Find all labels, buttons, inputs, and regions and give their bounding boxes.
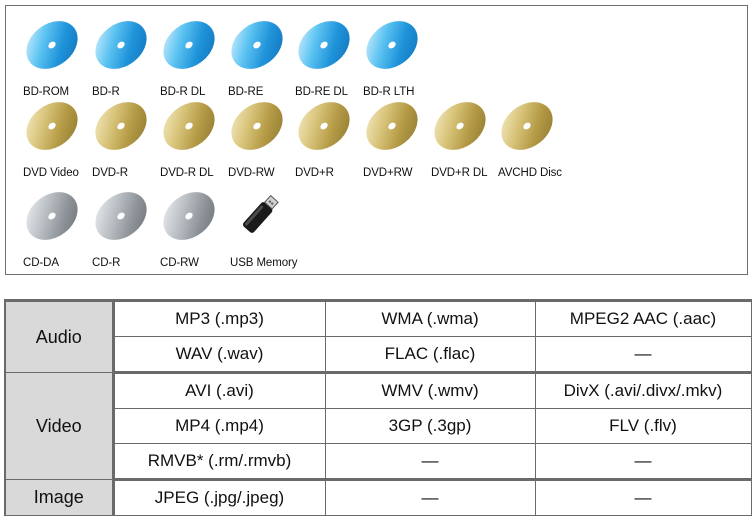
media-bd-rom: BD-ROM <box>23 16 87 98</box>
format-cell: FLAC (.flac) <box>324 336 536 374</box>
usb-stick-icon <box>242 194 279 233</box>
media-label: BD-R DL <box>160 86 206 98</box>
format-cell: WAV (.wav) <box>112 336 326 374</box>
table-row: WAV (.wav) FLAC (.flac) — <box>5 336 752 374</box>
bluray-disc-icon <box>163 21 215 69</box>
dvd-disc-icon <box>95 102 147 150</box>
file-format-table: Audio MP3 (.mp3) WMA (.wma) MPEG2 AAC (.… <box>4 299 752 516</box>
cd-disc-icon <box>95 192 147 240</box>
format-cell: AVI (.avi) <box>112 372 326 409</box>
format-cell: — <box>324 443 536 481</box>
table-row: RMVB* (.rm/.rmvb) — — <box>5 443 752 481</box>
format-cell: WMV (.wmv) <box>324 372 536 409</box>
format-cell: MPEG2 AAC (.aac) <box>534 299 752 337</box>
media-cd-rw: CD-RW <box>160 187 224 269</box>
media-bd-r-dl: BD-R DL <box>160 16 224 98</box>
media-label: BD-ROM <box>23 86 70 98</box>
bluray-disc-icon <box>95 21 147 69</box>
media-label: DVD+R <box>295 167 334 179</box>
bluray-disc-icon <box>26 21 78 69</box>
dvd-disc-icon <box>366 102 418 150</box>
media-dvd-plus-r-dl: DVD+R DL <box>431 97 495 179</box>
media-dvd-r-dl: DVD-R DL <box>160 97 224 179</box>
table-row: Video AVI (.avi) WMV (.wmv) DivX (.avi/.… <box>4 372 752 480</box>
media-dvd-r: DVD-R <box>92 97 156 179</box>
format-cell: — <box>534 336 752 374</box>
media-avchd-disc: AVCHD Disc <box>498 97 562 179</box>
dvd-disc-icon <box>298 102 350 150</box>
media-label: DVD-RW <box>228 167 275 179</box>
media-usb-memory: USB Memory <box>230 187 310 269</box>
media-bd-r: BD-R <box>92 16 156 98</box>
media-cd-r: CD-R <box>92 187 156 269</box>
format-cell: — <box>534 479 752 516</box>
media-label: CD-R <box>92 257 121 269</box>
supported-media-panel: BD-ROM BD-R BD-R DL BD-RE BD-RE DL <box>5 5 748 275</box>
media-bd-re-dl: BD-RE DL <box>295 16 359 98</box>
media-label: CD-DA <box>23 257 59 269</box>
media-label: DVD-R DL <box>160 167 214 179</box>
media-label: AVCHD Disc <box>498 167 562 179</box>
bluray-disc-icon <box>366 21 418 69</box>
format-cell: RMVB* (.rm/.rmvb) <box>112 443 326 481</box>
media-label: DVD Video <box>23 167 79 179</box>
format-cell: WMA (.wma) <box>324 299 536 337</box>
dvd-disc-icon <box>501 102 553 150</box>
media-label: BD-R LTH <box>363 86 415 98</box>
media-dvd-plus-rw: DVD+RW <box>363 97 427 179</box>
media-dvd-plus-r: DVD+R <box>295 97 359 179</box>
cd-disc-icon <box>26 192 78 240</box>
media-label: BD-RE DL <box>295 86 348 98</box>
dvd-disc-icon <box>163 102 215 150</box>
category-audio: Audio <box>4 299 115 373</box>
media-label: USB Memory <box>230 257 298 269</box>
media-dvd-rw: DVD-RW <box>228 97 292 179</box>
format-cell: — <box>324 479 536 516</box>
table-row: Audio MP3 (.mp3) WMA (.wma) MPEG2 AAC (.… <box>4 299 752 373</box>
table-row: Image JPEG (.jpg/.jpeg) — — <box>4 479 752 516</box>
dvd-disc-icon <box>231 102 283 150</box>
media-label: BD-R <box>92 86 120 98</box>
media-bd-re: BD-RE <box>228 16 292 98</box>
format-cell: FLV (.flv) <box>534 408 752 444</box>
format-cell: MP3 (.mp3) <box>112 299 326 337</box>
format-cell: 3GP (.3gp) <box>324 408 536 444</box>
media-label: CD-RW <box>160 257 199 269</box>
format-cell: MP4 (.mp4) <box>112 408 326 444</box>
media-label: DVD+RW <box>363 167 413 179</box>
media-label: DVD+R DL <box>431 167 488 179</box>
cd-disc-icon <box>163 192 215 240</box>
bluray-disc-icon <box>298 21 350 69</box>
category-video: Video <box>4 372 115 480</box>
media-bd-r-lth: BD-R LTH <box>363 16 427 98</box>
table-row: MP4 (.mp4) 3GP (.3gp) FLV (.flv) <box>5 408 752 444</box>
format-cell: DivX (.avi/.divx/.mkv) <box>534 372 752 409</box>
media-dvd-video: DVD Video <box>23 97 87 179</box>
format-cell: JPEG (.jpg/.jpeg) <box>112 479 326 516</box>
media-label: DVD-R <box>92 167 128 179</box>
bluray-disc-icon <box>231 21 283 69</box>
media-label: BD-RE <box>228 86 264 98</box>
format-cell: — <box>534 443 752 481</box>
category-image: Image <box>4 479 115 516</box>
dvd-disc-icon <box>26 102 78 150</box>
dvd-disc-icon <box>434 102 486 150</box>
media-cd-da: CD-DA <box>23 187 87 269</box>
